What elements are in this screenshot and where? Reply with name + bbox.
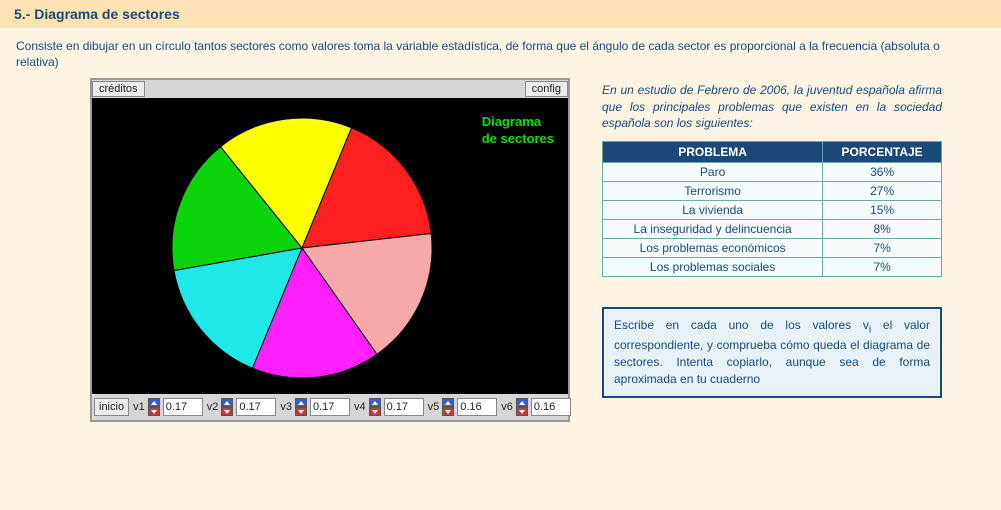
stepper-v1[interactable]	[148, 398, 160, 416]
step-down-icon[interactable]	[148, 407, 160, 416]
value-label: v4	[354, 401, 366, 413]
table-cell: 7%	[823, 257, 942, 276]
stepper-v6[interactable]	[516, 398, 528, 416]
step-down-icon[interactable]	[221, 407, 233, 416]
step-down-icon[interactable]	[516, 407, 528, 416]
table-cell: Paro	[603, 162, 823, 181]
th-porcentaje: PORCENTAJE	[823, 141, 942, 162]
th-problema: PROBLEMA	[603, 141, 823, 162]
value-label: v3	[280, 401, 292, 413]
value-label: v6	[501, 401, 513, 413]
table-cell: 15%	[823, 200, 942, 219]
table-row: Los problemas sociales7%	[603, 257, 942, 276]
table-cell: Los problemas económicos	[603, 238, 823, 257]
stepper-v4[interactable]	[369, 398, 381, 416]
pie-title: Diagrama de sectores	[482, 114, 554, 147]
side-column: En un estudio de Febrero de 2006, la juv…	[602, 78, 942, 397]
table-cell: 8%	[823, 219, 942, 238]
study-intro: En un estudio de Febrero de 2006, la juv…	[602, 82, 942, 131]
pie-title-line1: Diagrama	[482, 114, 541, 129]
intro-text: Consiste en dibujar en un círculo tantos…	[0, 28, 1001, 74]
value-input-v2[interactable]	[236, 398, 276, 416]
value-label: v5	[428, 401, 440, 413]
step-up-icon[interactable]	[148, 398, 160, 407]
table-cell: Terrorismo	[603, 181, 823, 200]
table-row: Los problemas económicos7%	[603, 238, 942, 257]
value-label: v1	[133, 401, 145, 413]
applet-top-bar: créditos config	[92, 80, 568, 98]
value-label: v2	[207, 401, 219, 413]
table-row: La inseguridad y delincuencia8%	[603, 219, 942, 238]
problem-table: PROBLEMA PORCENTAJE Paro36%Terrorismo27%…	[602, 141, 942, 277]
stepper-v3[interactable]	[295, 398, 307, 416]
pie-title-line2: de sectores	[482, 131, 554, 146]
step-up-icon[interactable]	[516, 398, 528, 407]
table-cell: 36%	[823, 162, 942, 181]
value-input-v5[interactable]	[457, 398, 497, 416]
creditos-button[interactable]: créditos	[92, 81, 145, 97]
table-cell: La inseguridad y delincuencia	[603, 219, 823, 238]
page: 5.- Diagrama de sectores Consiste en dib…	[0, 0, 1001, 510]
value-input-v6[interactable]	[531, 398, 571, 416]
step-down-icon[interactable]	[442, 407, 454, 416]
step-up-icon[interactable]	[221, 398, 233, 407]
step-up-icon[interactable]	[442, 398, 454, 407]
table-row: La vivienda15%	[603, 200, 942, 219]
table-cell: La vivienda	[603, 200, 823, 219]
step-down-icon[interactable]	[369, 407, 381, 416]
two-column-layout: créditos config Diagrama de sectores ini…	[0, 74, 1001, 422]
value-input-v3[interactable]	[310, 398, 350, 416]
task-box: Escribe en cada uno de los valores vi el…	[602, 307, 942, 398]
step-down-icon[interactable]	[295, 407, 307, 416]
applet-frame: créditos config Diagrama de sectores ini…	[90, 78, 570, 422]
applet-bottom-bar: inicio v1 v2 v3 v4 v5 v6	[92, 394, 568, 420]
stepper-v2[interactable]	[221, 398, 233, 416]
section-title: 5.- Diagrama de sectores	[0, 0, 1001, 28]
step-up-icon[interactable]	[369, 398, 381, 407]
config-button[interactable]: config	[525, 81, 568, 97]
value-input-v1[interactable]	[163, 398, 203, 416]
inicio-button[interactable]: inicio	[94, 398, 129, 416]
table-cell: Los problemas sociales	[603, 257, 823, 276]
table-row: Terrorismo27%	[603, 181, 942, 200]
table-cell: 7%	[823, 238, 942, 257]
applet-column: créditos config Diagrama de sectores ini…	[90, 78, 570, 422]
step-up-icon[interactable]	[295, 398, 307, 407]
stepper-v5[interactable]	[442, 398, 454, 416]
table-cell: 27%	[823, 181, 942, 200]
value-input-v4[interactable]	[384, 398, 424, 416]
table-row: Paro36%	[603, 162, 942, 181]
pie-canvas: Diagrama de sectores	[92, 98, 568, 394]
